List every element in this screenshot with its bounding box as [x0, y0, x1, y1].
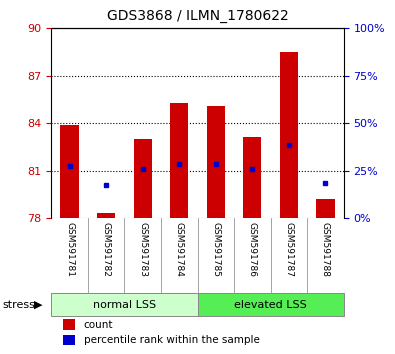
- Text: GSM591783: GSM591783: [138, 222, 147, 277]
- Bar: [243, 137, 261, 218]
- Bar: [316, 199, 335, 218]
- Bar: [63, 335, 75, 346]
- Text: percentile rank within the sample: percentile rank within the sample: [83, 335, 260, 345]
- Text: normal LSS: normal LSS: [93, 299, 156, 309]
- Text: GSM591782: GSM591782: [102, 222, 111, 277]
- Bar: [207, 106, 225, 218]
- Bar: [134, 139, 152, 218]
- Text: GSM591788: GSM591788: [321, 222, 330, 277]
- Text: GSM591787: GSM591787: [284, 222, 293, 277]
- Text: GSM591785: GSM591785: [211, 222, 220, 277]
- Bar: [280, 52, 298, 218]
- Bar: [170, 103, 188, 218]
- Bar: [63, 319, 75, 330]
- Bar: [60, 125, 79, 218]
- Text: GDS3868 / ILMN_1780622: GDS3868 / ILMN_1780622: [107, 9, 288, 23]
- Text: count: count: [83, 320, 113, 330]
- Text: GSM591781: GSM591781: [65, 222, 74, 277]
- Text: GSM591784: GSM591784: [175, 222, 184, 277]
- Bar: [97, 213, 115, 218]
- Text: stress: stress: [2, 299, 35, 309]
- Text: ▶: ▶: [34, 299, 42, 309]
- Bar: [198, 293, 344, 316]
- Text: GSM591786: GSM591786: [248, 222, 257, 277]
- Text: elevated LSS: elevated LSS: [234, 299, 307, 309]
- Bar: [51, 293, 198, 316]
